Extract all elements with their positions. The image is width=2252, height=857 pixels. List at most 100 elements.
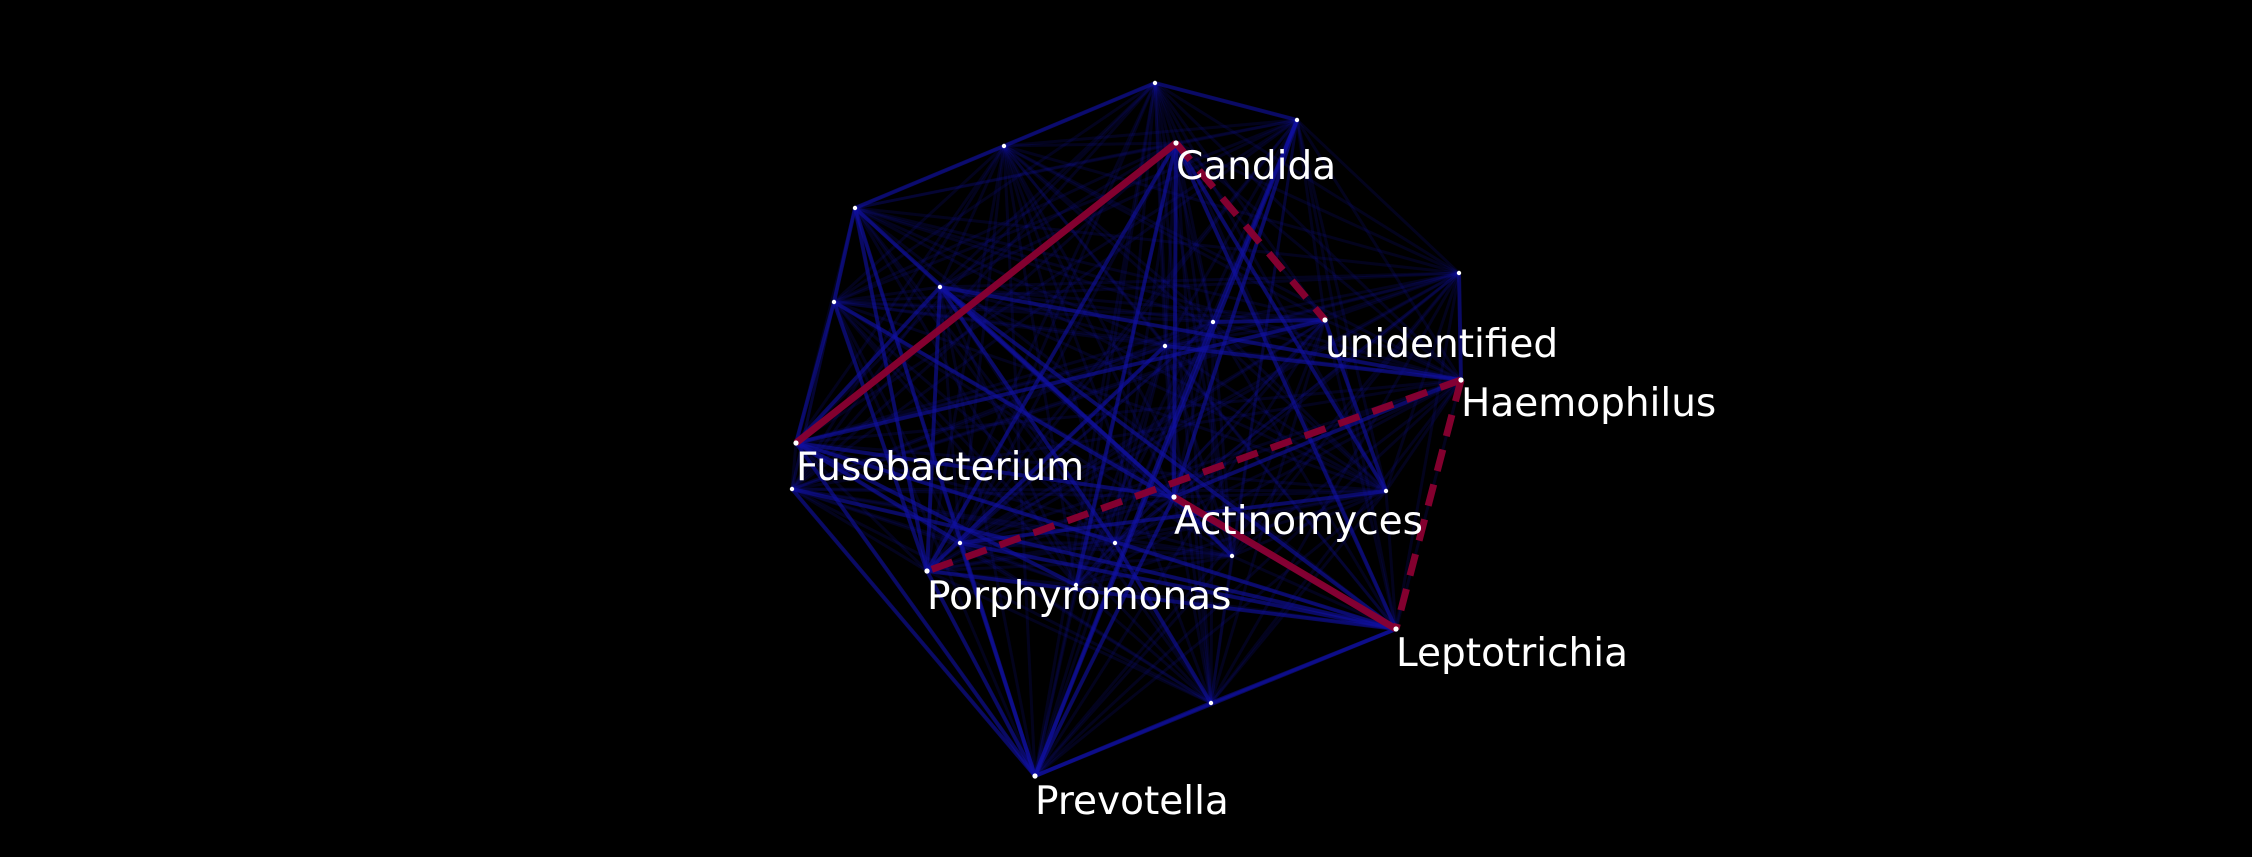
network-edge [1113, 541, 1213, 705]
node-haemophilus [1458, 377, 1464, 383]
faint-edge [795, 118, 1298, 445]
faint-edge [1002, 145, 1213, 704]
faint-edge [833, 300, 1214, 324]
faint-edge [1173, 489, 1387, 499]
network-edge [959, 489, 1387, 545]
faint-edge [791, 487, 1175, 499]
faint-edge [1075, 271, 1460, 587]
faint-edge [939, 271, 1460, 289]
node-u10 [1383, 488, 1389, 494]
network-edge [795, 441, 1077, 587]
network-edge [1172, 142, 1178, 498]
faint-edge [794, 145, 1006, 444]
faint-edge [832, 301, 1037, 777]
node-label-actinomyces: Actinomyces [1174, 499, 1423, 544]
faint-edge [1394, 272, 1461, 630]
faint-edge [1113, 318, 1327, 545]
highlighted-edge-candida-fusobacterium [793, 140, 1179, 446]
network-edge [925, 570, 1037, 777]
highlighted-edge-actinomyces-leptotrichia [1172, 493, 1398, 633]
network-edge [794, 285, 942, 445]
node-u12 [957, 540, 963, 546]
faint-edge [790, 141, 1178, 491]
faint-edge [1033, 319, 1327, 777]
faint-edge [1295, 119, 1327, 321]
network-edge [1172, 495, 1234, 558]
faint-edge [833, 285, 941, 304]
faint-edge [1003, 118, 1298, 148]
node-label-porphyromonas: Porphyromonas [927, 574, 1231, 619]
faint-edge [790, 145, 1006, 490]
faint-edge [832, 144, 1006, 304]
highlighted-edge-candida-unidentified [1173, 140, 1328, 323]
network-edge [1212, 318, 1326, 324]
faint-edge [1033, 584, 1078, 777]
node-candida [1173, 140, 1179, 146]
faint-edge [925, 119, 1299, 572]
faint-edge [1114, 489, 1387, 545]
faint-edge [1175, 141, 1460, 275]
faint-edge [1033, 272, 1461, 777]
node-u11 [789, 486, 795, 492]
node-label-fusobacterium: Fusobacterium [796, 445, 1084, 490]
network-edge [791, 487, 1397, 631]
network-edge [854, 144, 1005, 210]
faint-edge [1075, 554, 1233, 587]
faint-edge [1113, 142, 1178, 544]
faint-edge [1295, 118, 1461, 275]
network-edge [938, 285, 1398, 631]
faint-edge [1295, 119, 1388, 492]
node-u6 [831, 299, 837, 305]
network-edge [926, 569, 1397, 631]
node-porphyromonas [924, 568, 930, 574]
faint-edge [1164, 344, 1387, 493]
network-edge [795, 441, 1175, 499]
faint-edge [791, 318, 1326, 491]
node-u4 [852, 205, 858, 211]
faint-edge [1114, 541, 1233, 558]
faint-edge [791, 487, 1233, 558]
faint-edge [1003, 141, 1177, 148]
network-edge [795, 318, 1326, 445]
network-edge [1033, 496, 1176, 777]
faint-edge [854, 206, 1387, 493]
faint-edge [1033, 82, 1157, 777]
labels-layer: Candida unidentified Haemophilus Fusobac… [796, 144, 1716, 824]
node-fusobacterium [793, 440, 799, 446]
faint-edge [1211, 321, 1234, 557]
network-edge [1164, 344, 1462, 382]
faint-edge [1113, 82, 1157, 544]
faint-edge [854, 118, 1298, 210]
faint-edge [1154, 81, 1460, 275]
faint-edge [1209, 379, 1463, 704]
network-edge [939, 285, 1462, 382]
network-edge [1074, 142, 1178, 586]
faint-edge [959, 541, 1212, 705]
network-edge [1210, 627, 1397, 705]
faint-edge [1230, 272, 1461, 557]
faint-edge [791, 487, 1212, 705]
network-edge [853, 207, 929, 572]
faint-edge [833, 141, 1177, 304]
faint-edge [1174, 142, 1215, 323]
node-label-candida: Candida [1176, 144, 1336, 189]
faint-edge [791, 320, 1214, 491]
faint-edge [795, 441, 1387, 493]
faint-edge [1211, 321, 1398, 630]
faint-edge [1324, 318, 1462, 382]
faint-edge [795, 441, 1233, 558]
highlighted-edge-haemophilus-leptotrichia [1392, 379, 1465, 630]
network-edge [1154, 81, 1298, 122]
nodes-layer [789, 80, 1464, 779]
faint-edge [1074, 541, 1117, 587]
faint-edge [1324, 271, 1460, 322]
faint-edge [1074, 345, 1167, 586]
faint-edge [1075, 489, 1387, 587]
node-label-prevotella: Prevotella [1035, 779, 1229, 824]
faint-edge [1113, 345, 1167, 544]
faint-edge [938, 81, 1157, 289]
faint-edge [1153, 82, 1178, 144]
faint-edge [1002, 144, 1388, 493]
network-edge [1174, 142, 1398, 630]
faint-edge [939, 118, 1298, 289]
